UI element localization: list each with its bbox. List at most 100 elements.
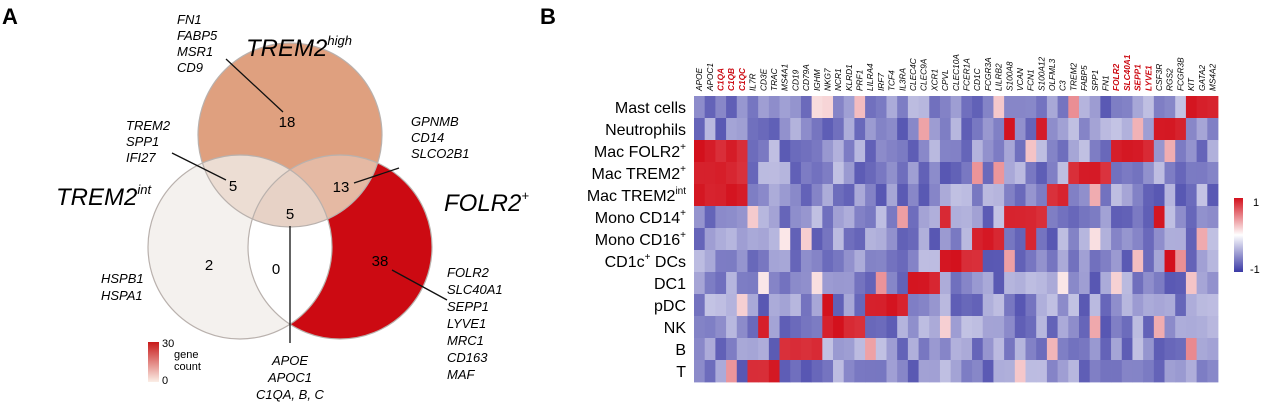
heatmap-cell xyxy=(1111,140,1123,163)
heatmap-cell xyxy=(1100,316,1112,339)
heatmap-cell xyxy=(961,140,973,163)
heatmap-cell xyxy=(715,338,727,361)
heatmap-cell xyxy=(1132,272,1144,295)
heatmap-cell xyxy=(1078,96,1091,119)
heatmap-cell xyxy=(1132,294,1144,317)
row-label: Mac FOLR2+ xyxy=(594,142,686,161)
heatmap-cell xyxy=(1207,294,1219,317)
heatmap-cell xyxy=(1068,228,1080,251)
heatmap-cell xyxy=(1143,360,1155,383)
heatmap-cell xyxy=(843,206,855,229)
heatmap-cell xyxy=(758,294,770,317)
column-label: LILRB2 xyxy=(994,63,1004,91)
heatmap-cell xyxy=(822,118,834,141)
heatmap-cell xyxy=(1121,316,1133,339)
heatmap-cell xyxy=(1175,250,1187,273)
heatmap-cell xyxy=(865,316,877,339)
heatmap-cell xyxy=(736,228,748,251)
heatmap-cell xyxy=(1207,118,1219,141)
heatmap-cell xyxy=(1207,96,1219,119)
heatmap-cell xyxy=(950,184,962,207)
heatmap-cell xyxy=(822,294,834,317)
heatmap-cell xyxy=(907,272,919,295)
heatmap-cell xyxy=(790,162,802,185)
heatmap-cell xyxy=(1025,316,1037,339)
heatmap-cell xyxy=(875,316,887,339)
heatmap-cell xyxy=(1025,206,1037,229)
heatmap-cell xyxy=(768,118,780,141)
heatmap-cell xyxy=(715,140,727,163)
heatmap-cell xyxy=(865,184,877,207)
heatmap-cell xyxy=(907,140,919,163)
heatmap-cell xyxy=(929,96,941,119)
set-title-trem2-high: TREM2high xyxy=(246,33,352,62)
heatmap-cell xyxy=(833,96,845,119)
heatmap-cell xyxy=(961,184,973,207)
column-label: TRAC xyxy=(769,67,779,91)
heatmap-cell xyxy=(1196,360,1208,383)
heatmap-cell xyxy=(854,162,866,185)
heatmap-cell xyxy=(704,294,716,317)
heatmap-cell xyxy=(982,228,994,251)
heatmap-cell xyxy=(1153,360,1165,383)
heatmap-cell xyxy=(758,250,770,273)
heatmap-cell xyxy=(939,162,952,185)
heatmap-cell xyxy=(1089,250,1101,273)
column-label: C1QB xyxy=(726,68,736,91)
set-title-folr2: FOLR2+ xyxy=(444,188,529,217)
heatmap-cell xyxy=(1078,206,1091,229)
heatmap-cell xyxy=(1164,228,1176,251)
heatmap-cell xyxy=(1143,162,1155,185)
heatmap-cell xyxy=(1057,294,1069,317)
heatmap-cell xyxy=(704,272,716,295)
column-label: KIT xyxy=(1186,77,1196,91)
heatmap-cell xyxy=(1132,118,1144,141)
heatmap-cell xyxy=(1164,118,1176,141)
heatmap-cell xyxy=(726,162,738,185)
heatmap-cell xyxy=(929,272,941,295)
heatmap-cell xyxy=(1196,228,1208,251)
heatmap-cell xyxy=(768,272,780,295)
heatmap-cell xyxy=(1100,162,1112,185)
heatmap-cell xyxy=(822,184,834,207)
svg-text:FABP5: FABP5 xyxy=(177,28,218,43)
heatmap-cell xyxy=(1132,206,1144,229)
heatmap-cell xyxy=(779,206,791,229)
heatmap-cell xyxy=(897,360,909,383)
heatmap-cell xyxy=(1143,206,1155,229)
heatmap-cell xyxy=(1025,184,1037,207)
heatmap-cell xyxy=(715,162,727,185)
column-label: FOLR2 xyxy=(1111,63,1121,91)
heatmap-cell xyxy=(704,184,716,207)
heatmap-cell xyxy=(843,360,855,383)
heatmap-cell xyxy=(1046,316,1058,339)
heatmap-cell xyxy=(972,272,984,295)
column-label: TCF4 xyxy=(887,70,897,91)
heatmap-cell xyxy=(747,162,759,185)
heatmap-cell xyxy=(779,96,791,119)
heatmap-cell xyxy=(790,294,802,317)
heatmap-cell xyxy=(1207,316,1219,339)
heatmap-cell xyxy=(1057,228,1069,251)
heatmap-cell xyxy=(1046,294,1058,317)
heatmap-cell xyxy=(1046,162,1058,185)
svg-text:APOE: APOE xyxy=(271,353,308,368)
heatmap-cell xyxy=(1207,206,1219,229)
heatmap-cell xyxy=(768,162,780,185)
heatmap-cell xyxy=(1100,250,1112,273)
heatmap-cell xyxy=(875,272,887,295)
heatmap-cell xyxy=(865,338,877,361)
heatmap-cell xyxy=(790,228,802,251)
heatmap-cell xyxy=(875,118,887,141)
row-label: Mac TREM2+ xyxy=(592,164,687,183)
heatmap-cell xyxy=(875,228,887,251)
heatmap-cell xyxy=(1057,184,1069,207)
heatmap-cell xyxy=(833,140,845,163)
heatmap-cell xyxy=(833,272,845,295)
heatmap-cell xyxy=(1046,206,1058,229)
heatmap-cell xyxy=(929,316,941,339)
heatmap-cell xyxy=(961,250,973,273)
column-label: C1QA xyxy=(716,68,726,91)
heatmap-cell xyxy=(1068,272,1080,295)
heatmap-cell xyxy=(907,228,919,251)
